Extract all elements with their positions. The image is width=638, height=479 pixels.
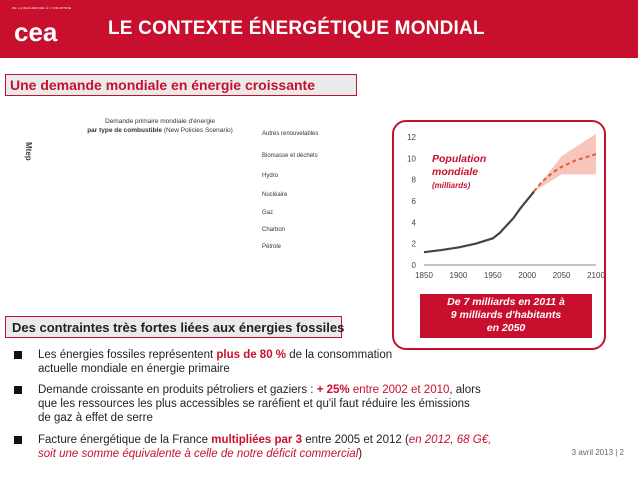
subtitle-text: Une demande mondiale en énergie croissan… <box>10 77 315 93</box>
projection-band <box>534 133 596 192</box>
population-label: Population mondiale (milliards) <box>432 153 512 192</box>
legend-item-autres: Autres renouvelables <box>262 131 319 137</box>
population-unit: (milliards) <box>432 181 471 190</box>
y-tick-label: 12 <box>407 133 416 142</box>
legend-item-petrole: Pétrole <box>262 244 282 250</box>
demand-chart-title: Demande primaire mondiale d'énergie par … <box>60 117 260 135</box>
legend-item-charbon: Charbon <box>262 227 286 233</box>
y-tick-label: 6 <box>412 197 417 206</box>
population-label-line2: mondiale <box>432 166 479 178</box>
section-subtitle-constraints: Des contraintes très fortes liées aux én… <box>5 316 345 338</box>
logo-caption: DE LA RECHERCHE À L'INDUSTRIE <box>12 6 72 10</box>
projected-population-line <box>533 153 597 193</box>
population-caption: De 7 milliards en 2011 à 9 milliards d'h… <box>420 294 592 338</box>
cea-logo: cea <box>14 18 58 46</box>
y-tick-label: 10 <box>407 154 416 163</box>
x-tick-label: 2000 <box>518 271 536 280</box>
y-tick-label: 2 <box>412 240 417 249</box>
y-tick-label: 4 <box>412 218 417 227</box>
page-title: LE CONTEXTE ÉNERGÉTIQUE MONDIAL <box>108 18 485 39</box>
y-tick-label: 0 <box>412 261 417 270</box>
population-label-line1: Population <box>432 153 487 165</box>
legend-item-hydro: Hydro <box>262 173 279 179</box>
x-tick-label: 1900 <box>450 271 468 280</box>
demand-chart-title-line2: par type de combustible (New Policies Sc… <box>87 127 233 134</box>
historical-population-line <box>423 190 535 254</box>
x-tick-label: 2100 <box>587 271 604 280</box>
x-tick-label: 2050 <box>553 271 571 280</box>
demand-y-axis-label: Mtep <box>24 142 33 161</box>
header-bar: DE LA RECHERCHE À L'INDUSTRIE cea LE CON… <box>0 0 638 58</box>
y-tick-label: 8 <box>412 176 417 185</box>
section-subtitle-demand: Une demande mondiale en énergie croissan… <box>5 74 357 96</box>
logo-text: cea <box>14 18 58 46</box>
bullet-square-icon <box>14 351 22 359</box>
population-chart: 0 2 4 6 8 10 12 1850 1900 1950 2000 2050 2100 <box>407 133 604 280</box>
legend-item-gaz: Gaz <box>262 210 274 216</box>
footer-date-page: 3 avril 2013 | 2 <box>571 448 624 457</box>
legend-item-nucleaire: Nucléaire <box>262 192 288 198</box>
bullet-square-icon <box>14 436 22 444</box>
bullet-square-icon <box>14 386 22 394</box>
demand-chart-title-line1: Demande primaire mondiale d'énergie <box>105 118 215 125</box>
x-tick-label: 1850 <box>415 271 433 280</box>
x-tick-label: 1950 <box>484 271 502 280</box>
subtitle-text: Des contraintes très fortes liées aux én… <box>12 320 345 335</box>
legend-item-biomasse: Biomasse et déchets <box>262 153 318 159</box>
